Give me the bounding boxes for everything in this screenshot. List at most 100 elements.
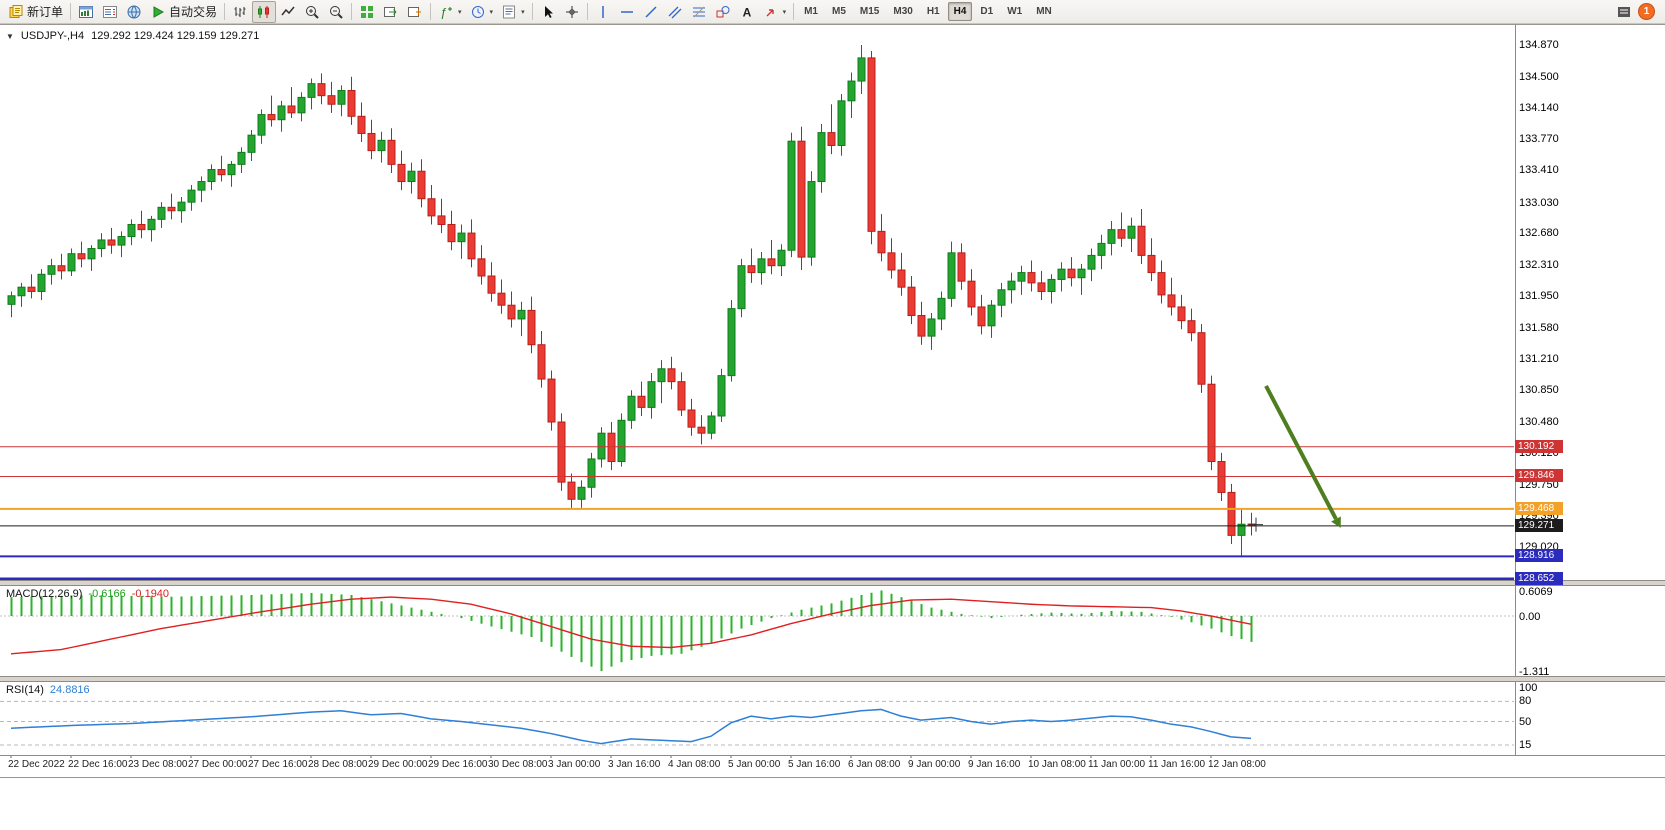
symbol-period-label: USDJPY-,H4	[20, 30, 85, 42]
indicators-icon[interactable]: ƒ ▾	[434, 1, 466, 23]
crosshair-icon[interactable]	[560, 1, 584, 23]
timeframe-d1-button[interactable]: D1	[980, 6, 994, 17]
toolbar-button-label: 自动交易	[169, 5, 218, 19]
chart-shift-icon[interactable]	[403, 1, 427, 23]
crosshair-icon	[564, 4, 580, 20]
zoom-out-icon[interactable]	[324, 1, 348, 23]
shapes-icon	[715, 4, 731, 20]
rsi-panel-splitter[interactable]	[0, 676, 1665, 682]
tile-windows-icon	[359, 4, 375, 20]
chart-shift-icon	[407, 4, 423, 20]
price-level-tag: 129.468	[1515, 501, 1563, 515]
market-watch-icon[interactable]	[98, 1, 122, 23]
auto-trading-button[interactable]: 自动交易	[146, 1, 221, 23]
toolbar-separator	[224, 3, 226, 20]
chevron-down-icon: ▾	[489, 8, 494, 16]
trendline-icon[interactable]	[639, 1, 663, 23]
horizontal-line-icon	[619, 4, 635, 20]
time-axis-label: 23 Dec 08:00	[128, 759, 188, 770]
templates-icon[interactable]: ▾	[497, 1, 529, 23]
vertical-line-icon[interactable]	[591, 1, 615, 23]
candlestick-chart-icon[interactable]	[252, 0, 277, 23]
indicators-icon: ƒ	[438, 4, 454, 20]
time-axis-label: 27 Dec 16:00	[248, 759, 308, 770]
arrow-tools-icon[interactable]: ▾	[759, 1, 791, 23]
time-axis-label: 27 Dec 00:00	[188, 759, 248, 770]
periods-icon[interactable]: ▾	[466, 1, 498, 23]
price-axis-label: 133.410	[1519, 164, 1559, 177]
time-axis-label: 6 Jan 08:00	[848, 759, 901, 770]
timeframe-m5-button[interactable]: M5	[832, 6, 846, 17]
toolbar-separator	[586, 3, 588, 20]
timeframe-m30-button[interactable]: M30	[893, 6, 913, 17]
rsi-value: 24.8816	[49, 684, 90, 696]
rsi-axis-label: 80	[1519, 695, 1532, 708]
bar-chart-icon[interactable]	[228, 1, 252, 23]
periods-icon	[470, 4, 486, 20]
timeframe-m15-button[interactable]: M15	[859, 6, 880, 17]
horizontal-line-icon[interactable]	[615, 1, 639, 23]
price-axis-label: 130.850	[1519, 384, 1559, 397]
navigator-icon	[126, 4, 142, 20]
fibonacci-icon[interactable]	[687, 1, 711, 23]
channel-icon[interactable]	[663, 1, 687, 23]
time-axis-label: 9 Jan 16:00	[968, 759, 1021, 770]
navigator-icon[interactable]	[122, 1, 146, 23]
cursor-icon[interactable]	[536, 1, 560, 23]
price-axis-label: 130.480	[1519, 416, 1559, 428]
price-axis-label: 134.870	[1519, 39, 1559, 51]
price-level-tag: 129.271	[1515, 518, 1563, 532]
arrow-tools-icon	[763, 4, 779, 20]
time-axis-label: 10 Jan 08:00	[1028, 759, 1086, 770]
price-axis-label: 131.950	[1519, 289, 1559, 302]
macd-axis-label: -1.311	[1519, 666, 1550, 679]
text-icon[interactable]: A	[735, 1, 759, 23]
chart-list-icon[interactable]	[1612, 1, 1636, 23]
tile-windows-icon[interactable]	[355, 1, 379, 23]
zoom-in-icon	[304, 4, 320, 20]
chevron-down-icon: ▾	[458, 8, 462, 16]
price-level-tag: 128.652	[1515, 572, 1563, 585]
vertical-line-icon	[595, 4, 611, 20]
macd-panel-splitter[interactable]	[0, 580, 1665, 586]
notification-badge[interactable]: 1	[1638, 3, 1655, 20]
timeframe-h1-button[interactable]: H1	[926, 6, 940, 17]
zoom-in-icon[interactable]	[300, 1, 324, 23]
toolbar: 新订单 自动交易 ƒ ▾ ▾ ▾ A ▾ M1 M5 M15 M30 H1 H4 D1 W1 MN 1	[0, 0, 1665, 24]
price-axis-label: 134.500	[1519, 70, 1559, 83]
bar-chart-icon	[232, 4, 248, 20]
price-axis-label: 134.140	[1519, 101, 1559, 114]
price-axis-label: 132.680	[1519, 227, 1559, 240]
toolbar-separator	[70, 3, 72, 20]
charts-grid-icon[interactable]	[74, 1, 98, 23]
new-order-button[interactable]: 新订单	[4, 1, 67, 23]
time-axis-label: 9 Jan 00:00	[908, 759, 961, 770]
price-axis-label: 131.210	[1519, 353, 1559, 366]
chart-collapse-icon[interactable]: ▼	[6, 31, 14, 41]
cursor-icon	[540, 4, 556, 20]
ohlc-values: 129.292 129.424 129.159 129.271	[91, 30, 260, 42]
macd-name: MACD(12,26,9)	[6, 588, 83, 600]
auto-scroll-icon[interactable]	[379, 1, 403, 23]
shapes-icon[interactable]	[711, 1, 735, 23]
line-chart-icon[interactable]	[276, 1, 300, 23]
toolbar-separator	[793, 3, 795, 20]
time-axis-label: 5 Jan 16:00	[788, 759, 841, 770]
price-axis-label: 133.030	[1519, 197, 1559, 210]
line-chart-icon	[280, 4, 296, 20]
timeframe-w1-button[interactable]: W1	[1007, 6, 1023, 17]
chevron-down-icon: ▾	[521, 8, 525, 16]
rsi-axis-label: 50	[1519, 715, 1532, 728]
timeframe-h4-button[interactable]: H4	[947, 2, 973, 21]
timeframe-m1-button[interactable]: M1	[804, 6, 818, 17]
time-axis-label: 29 Dec 16:00	[428, 759, 488, 770]
fibonacci-icon	[691, 4, 707, 20]
toolbar-separator	[430, 3, 432, 20]
trendline-icon	[643, 4, 659, 20]
timeframe-mn-button[interactable]: MN	[1036, 6, 1052, 17]
price-level-tag: 129.846	[1515, 469, 1563, 483]
time-axis-label: 4 Jan 08:00	[668, 759, 721, 770]
new-order-icon	[8, 4, 24, 20]
time-axis-border	[0, 755, 1665, 756]
